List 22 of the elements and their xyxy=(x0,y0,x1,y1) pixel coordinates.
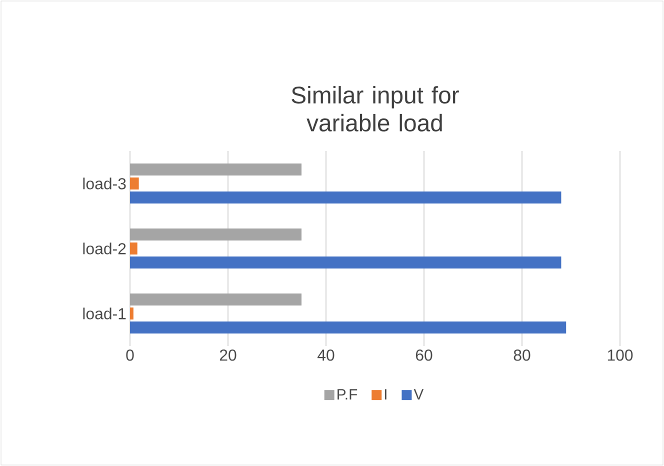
x-tick-label: 60 xyxy=(416,350,432,361)
x-tick-label: 0 xyxy=(126,350,134,361)
legend-label: I xyxy=(384,389,386,400)
bar xyxy=(130,242,138,254)
chart-title: Similar input for variable load xyxy=(292,86,459,132)
x-tick-label: 80 xyxy=(514,350,530,361)
x-tick-label: 40 xyxy=(317,350,334,361)
bar xyxy=(130,321,566,334)
x-tick-label: 100 xyxy=(608,350,633,361)
y-tick-label: load-3 xyxy=(83,178,126,190)
bar xyxy=(130,294,302,306)
bar xyxy=(130,256,562,268)
x-tick-label: 20 xyxy=(220,350,236,361)
bar xyxy=(130,177,139,190)
bar xyxy=(130,228,302,241)
bar xyxy=(130,164,302,176)
y-tick-label: load-2 xyxy=(83,242,126,254)
legend-label: P.F xyxy=(338,389,358,400)
bar xyxy=(130,308,134,320)
y-tick-label: load-1 xyxy=(83,308,126,320)
bar xyxy=(130,191,562,204)
legend-label: V xyxy=(414,389,424,400)
